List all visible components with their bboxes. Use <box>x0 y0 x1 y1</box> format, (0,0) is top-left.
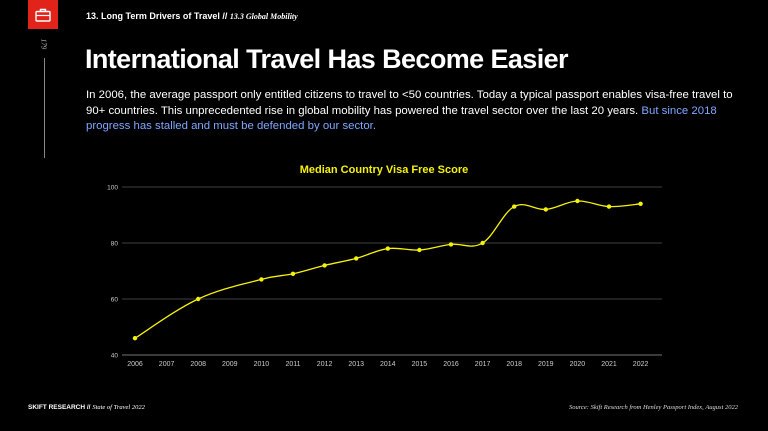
x-tick-label: 2007 <box>159 361 175 368</box>
x-tick-label: 2010 <box>254 361 270 368</box>
data-point-2014 <box>385 246 390 251</box>
x-tick-label: 2015 <box>412 361 428 368</box>
data-point-2020 <box>575 198 580 204</box>
data-point-2012 <box>322 263 327 268</box>
x-tick-label: 2009 <box>222 361 238 368</box>
data-point-2006 <box>132 336 138 341</box>
data-point-2011 <box>290 271 296 276</box>
logo-badge <box>28 0 58 29</box>
y-tick-label: 40 <box>111 353 119 360</box>
x-tick-label: 2006 <box>127 361 143 368</box>
page-title: International Travel Has Become Easier <box>85 44 569 74</box>
data-point-2022 <box>638 201 643 206</box>
x-tick-label: 2019 <box>538 361 554 368</box>
x-tick-label: 2020 <box>570 361 586 368</box>
footer-separator: // <box>86 404 91 411</box>
data-point-2021 <box>606 204 612 209</box>
y-axis-ticks: 40 60 80 100 <box>107 185 118 360</box>
series-line-path <box>134 200 641 339</box>
data-point-2010 <box>259 277 264 282</box>
data-point-2019 <box>543 207 548 212</box>
data-point-2013 <box>354 256 359 261</box>
breadcrumb-subsection: 13.3 Global Mobility <box>229 12 298 21</box>
footer-source: Source: Skift Research from Henley Passp… <box>568 404 738 411</box>
data-point-2018 <box>512 204 517 209</box>
series-points <box>132 198 643 341</box>
x-axis-ticks: 2006 2007 2008 2009 2010 2011 2012 2013 2014 2015… <box>127 361 648 368</box>
x-tick-label: 2016 <box>443 361 459 368</box>
grid-lines <box>122 186 662 356</box>
footer-publication: State of Travel 2022 <box>92 404 145 411</box>
intro-highlight: But since 2018 progress has stalled and … <box>86 104 717 133</box>
side-divider <box>44 58 45 158</box>
data-point-2017 <box>480 240 485 246</box>
y-tick-label: 100 <box>107 185 118 192</box>
x-tick-label: 2014 <box>380 361 396 368</box>
x-tick-label: 2012 <box>317 361 333 368</box>
briefcase-icon <box>35 8 51 22</box>
breadcrumb: 13. Long Term Drivers of Travel // 13.3 … <box>86 11 298 21</box>
x-tick-label: 2021 <box>601 361 617 368</box>
intro-text: In 2006, the average passport only entit… <box>86 89 733 117</box>
x-tick-label: 2011 <box>285 361 300 368</box>
y-tick-label: 80 <box>111 241 119 248</box>
data-point-2008 <box>196 296 201 302</box>
x-tick-label: 2013 <box>348 361 364 368</box>
breadcrumb-section: 13. Long Term Drivers of Travel // <box>86 11 228 21</box>
footer-brand-name: SKIFT RESEARCH <box>28 404 86 411</box>
x-tick-label: 2017 <box>475 361 491 368</box>
x-tick-label: 2018 <box>506 361 522 368</box>
footer-brand: SKIFT RESEARCH // State of Travel 2022 <box>28 404 145 411</box>
intro-paragraph: In 2006, the average passport only entit… <box>86 88 736 135</box>
series-line <box>134 200 641 339</box>
data-point-2015 <box>417 247 422 253</box>
chart-title: Median Country Visa Free Score <box>300 164 469 176</box>
y-tick-label: 60 <box>111 297 119 304</box>
x-tick-label: 2008 <box>190 361 206 368</box>
data-point-2016 <box>448 242 454 247</box>
x-tick-label: 2022 <box>633 361 649 368</box>
